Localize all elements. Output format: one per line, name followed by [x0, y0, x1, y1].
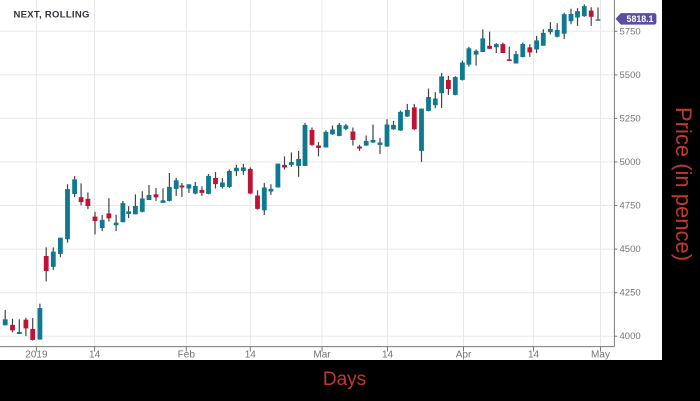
svg-text:4000: 4000	[620, 331, 641, 342]
svg-text:14: 14	[89, 350, 101, 361]
svg-text:NEXT, ROLLING: NEXT, ROLLING	[14, 10, 90, 21]
svg-text:4250: 4250	[620, 288, 641, 299]
svg-text:4750: 4750	[620, 201, 641, 212]
svg-text:4500: 4500	[620, 244, 641, 255]
svg-text:5500: 5500	[620, 70, 641, 81]
svg-text:5750: 5750	[620, 26, 641, 37]
svg-text:5818.1: 5818.1	[627, 14, 654, 24]
svg-text:14: 14	[245, 350, 257, 361]
svg-text:2019: 2019	[25, 350, 48, 361]
svg-text:14: 14	[528, 350, 540, 361]
svg-text:Feb: Feb	[178, 350, 196, 361]
svg-text:5000: 5000	[620, 157, 641, 168]
svg-text:5250: 5250	[620, 113, 641, 124]
svg-text:May: May	[591, 350, 610, 361]
svg-text:Apr: Apr	[456, 350, 472, 361]
svg-text:14: 14	[382, 350, 394, 361]
svg-text:Mar: Mar	[313, 350, 331, 361]
